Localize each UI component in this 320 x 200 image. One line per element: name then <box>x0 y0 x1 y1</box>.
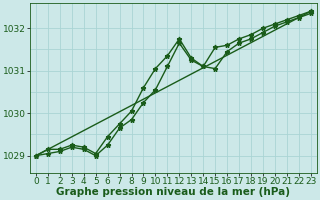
X-axis label: Graphe pression niveau de la mer (hPa): Graphe pression niveau de la mer (hPa) <box>56 187 290 197</box>
